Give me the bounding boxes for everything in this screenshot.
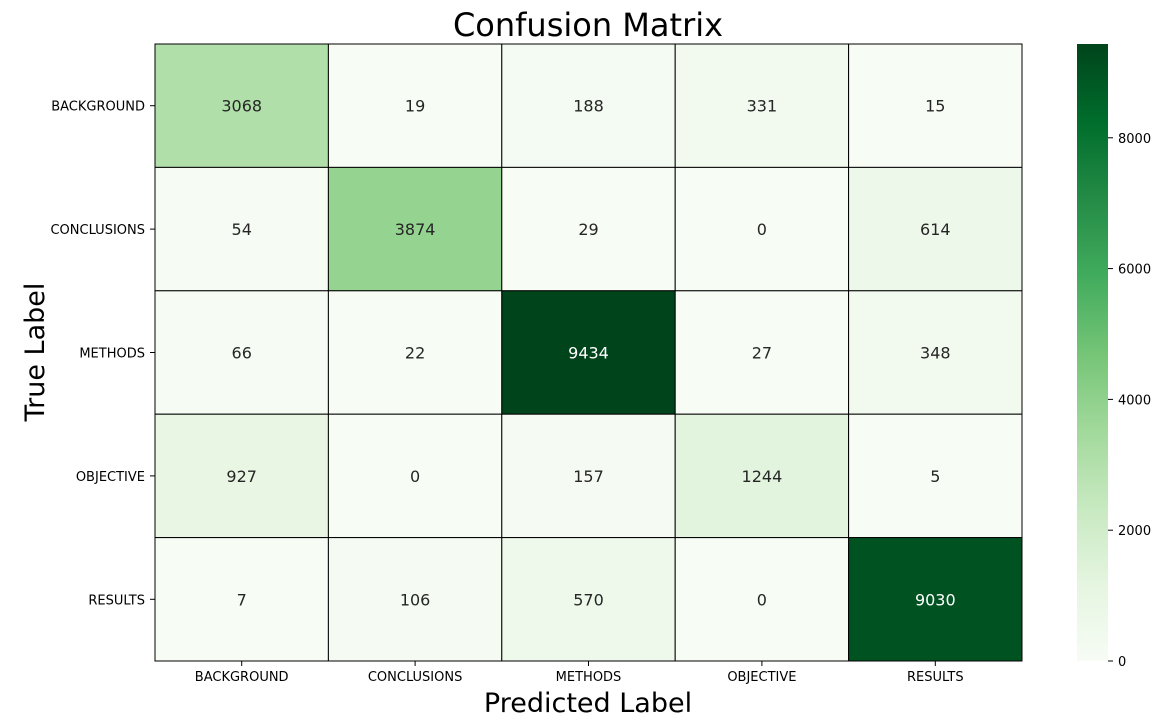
cell-value-label: 27 [752, 344, 772, 363]
x-tick-label: RESULTS [907, 670, 964, 685]
x-axis-label: Predicted Label [484, 688, 692, 719]
cell-value-label: 1244 [742, 467, 783, 486]
cell-value-label: 9434 [568, 344, 609, 363]
y-tick-label: CONCLUSIONS [50, 223, 145, 238]
colorbar-tick-label: 0 [1118, 655, 1126, 670]
heatmap-cell [327, 43, 503, 168]
y-axis-label: True Label [20, 283, 51, 423]
cell-value-label: 0 [757, 220, 767, 239]
x-tick-label: CONCLUSIONS [368, 670, 463, 685]
colorbar-tick-label: 4000 [1118, 393, 1151, 408]
cell-value-label: 157 [573, 467, 604, 486]
heatmap-cell [501, 537, 676, 662]
x-tick-label: OBJECTIVE [727, 670, 796, 685]
y-tick-label: RESULTS [88, 593, 145, 608]
cell-value-label: 188 [573, 97, 604, 116]
heatmap-cell [327, 166, 503, 292]
x-tick-label: BACKGROUND [195, 670, 289, 685]
heatmap-cell [501, 290, 676, 415]
heatmap-cell [327, 290, 503, 415]
heatmap-cell [848, 43, 1023, 168]
heatmap-cell [848, 166, 1023, 292]
heatmap-cell [501, 413, 676, 539]
cell-value-label: 9030 [915, 590, 956, 609]
cell-value-label: 66 [232, 344, 252, 363]
cell-value-label: 0 [757, 590, 767, 609]
colorbar: 0 2000 4000 6000 8000 [1077, 44, 1151, 670]
x-tick-labels: BACKGROUND CONCLUSIONS METHODS OBJECTIVE RES… [195, 661, 964, 685]
colorbar-tick-label: 6000 [1118, 263, 1151, 278]
heatmap-cell [154, 166, 329, 292]
cell-value-label: 927 [226, 467, 257, 486]
cell-value-label: 15 [925, 97, 945, 116]
heatmap-cell [327, 413, 503, 539]
cell-value-label: 614 [920, 220, 951, 239]
cell-value-label: 19 [405, 97, 425, 116]
heatmap-cell [848, 537, 1023, 662]
cell-value-label: 54 [232, 220, 252, 239]
colorbar-tick-label: 2000 [1118, 524, 1151, 539]
colorbar-tick-label: 8000 [1118, 132, 1151, 147]
heatmap-cell [154, 43, 329, 168]
y-tick-label: METHODS [79, 347, 145, 362]
heatmap-cell [327, 537, 503, 662]
y-tick-labels: BACKGROUND CONCLUSIONS METHODS OBJECTIVE RES… [50, 100, 155, 608]
cell-value-label: 570 [573, 590, 604, 609]
heatmap-cells: 3068 19 188 331 15 54 3874 29 0 614 66 22 9434 27 348 9… [154, 43, 1023, 662]
heatmap-cell [674, 413, 850, 539]
y-tick-label: BACKGROUND [51, 100, 145, 115]
heatmap-cell [848, 290, 1023, 415]
colorbar-gradient [1077, 44, 1108, 661]
cell-value-label: 3874 [395, 220, 436, 239]
cell-value-label: 106 [400, 590, 431, 609]
x-tick-label: METHODS [556, 670, 622, 685]
heatmap-cell [848, 413, 1023, 539]
cell-value-label: 29 [578, 220, 598, 239]
cell-value-label: 7 [237, 590, 247, 609]
heatmap-cell [674, 290, 850, 415]
cell-value-label: 0 [410, 467, 420, 486]
y-tick-label: OBJECTIVE [76, 470, 145, 485]
heatmap-cell [501, 43, 676, 168]
heatmap-cell [674, 43, 850, 168]
cell-value-label: 5 [930, 467, 940, 486]
chart-title: Confusion Matrix [453, 6, 723, 44]
heatmap-cell [501, 166, 676, 292]
cell-value-label: 3068 [221, 97, 262, 116]
cell-value-label: 331 [747, 97, 778, 116]
cell-value-label: 348 [920, 344, 951, 363]
cell-value-label: 22 [405, 344, 425, 363]
heatmap-cell [154, 537, 329, 662]
